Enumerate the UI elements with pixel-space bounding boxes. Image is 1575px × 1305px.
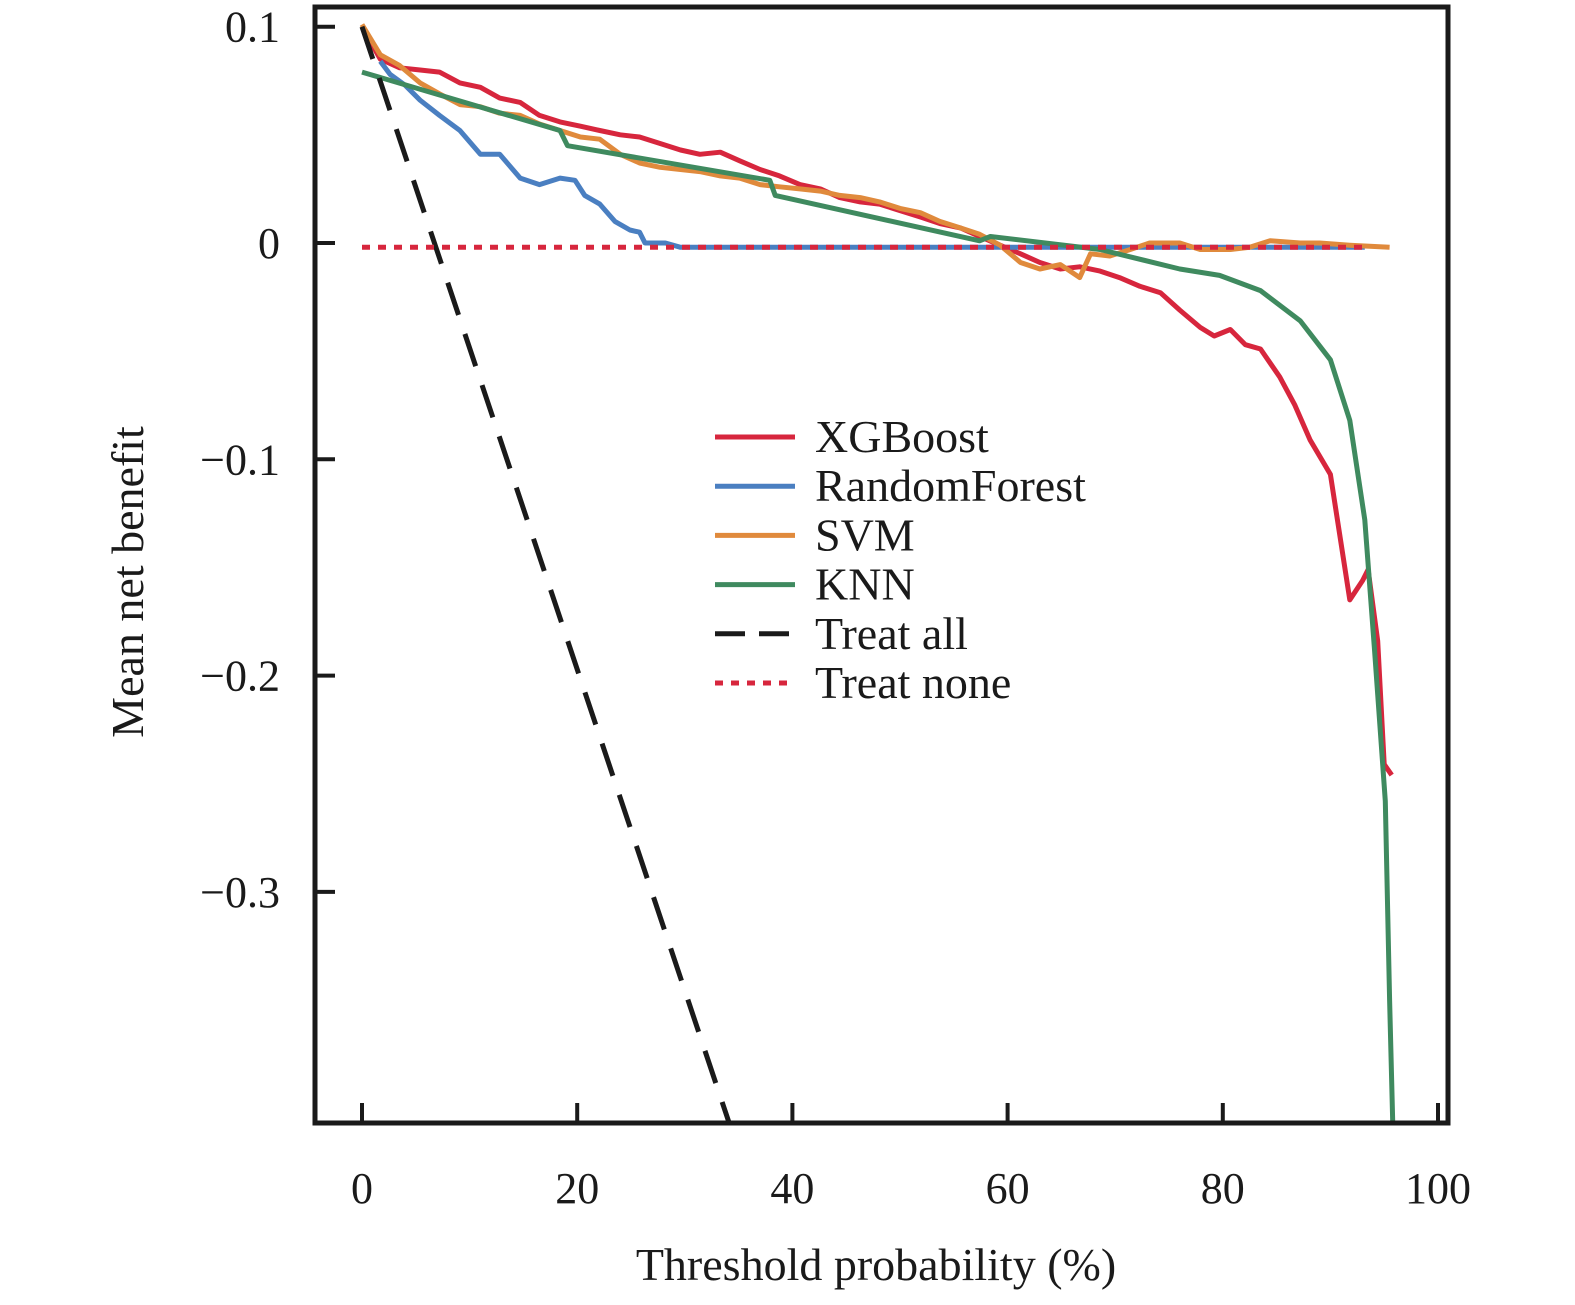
y-axis: 0.1 0 −0.1 −0.2 −0.3 bbox=[200, 3, 335, 917]
x-tick-label: 80 bbox=[1201, 1164, 1245, 1213]
x-tick-label: 20 bbox=[555, 1164, 599, 1213]
series-line-knn bbox=[361, 69, 1396, 1123]
legend-item-xgboost: XGBoost bbox=[715, 411, 989, 462]
legend-label: XGBoost bbox=[815, 411, 989, 462]
series-line-svm bbox=[359, 23, 1390, 281]
y-tick-label: 0 bbox=[258, 219, 280, 268]
series-line-randomforest bbox=[378, 59, 1365, 250]
legend-item-knn: KNN bbox=[715, 559, 915, 610]
x-axis: 0 20 40 60 80 100 bbox=[351, 1103, 1471, 1213]
x-tick-label: 40 bbox=[770, 1164, 814, 1213]
y-tick-label: 0.1 bbox=[225, 3, 280, 52]
x-tick-label: 60 bbox=[986, 1164, 1030, 1213]
legend-item-randomforest: RandomForest bbox=[715, 460, 1086, 511]
x-tick-label: 100 bbox=[1405, 1164, 1471, 1213]
legend-item-treat-none: Treat none bbox=[715, 657, 1011, 708]
x-axis-label: Threshold probability (%) bbox=[636, 1239, 1116, 1290]
legend-item-svm: SVM bbox=[715, 509, 915, 560]
y-tick-label: −0.3 bbox=[200, 868, 280, 917]
legend-label: KNN bbox=[815, 559, 915, 610]
legend-label: Treat none bbox=[815, 657, 1011, 708]
legend-label: Treat all bbox=[815, 608, 968, 659]
y-tick-label: −0.1 bbox=[200, 435, 280, 484]
legend-label: RandomForest bbox=[815, 460, 1086, 511]
series-layer bbox=[359, 23, 1396, 1123]
series-line-xgboost bbox=[359, 25, 1394, 777]
legend-label: SVM bbox=[815, 509, 915, 560]
y-tick-label: −0.2 bbox=[200, 652, 280, 701]
y-axis-label: Mean net benefit bbox=[102, 426, 153, 738]
legend-item-treat-all: Treat all bbox=[715, 608, 968, 659]
series-line-treat-all bbox=[359, 25, 732, 1123]
plot-frame bbox=[312, 4, 1451, 1126]
x-tick-label: 0 bbox=[351, 1164, 373, 1213]
